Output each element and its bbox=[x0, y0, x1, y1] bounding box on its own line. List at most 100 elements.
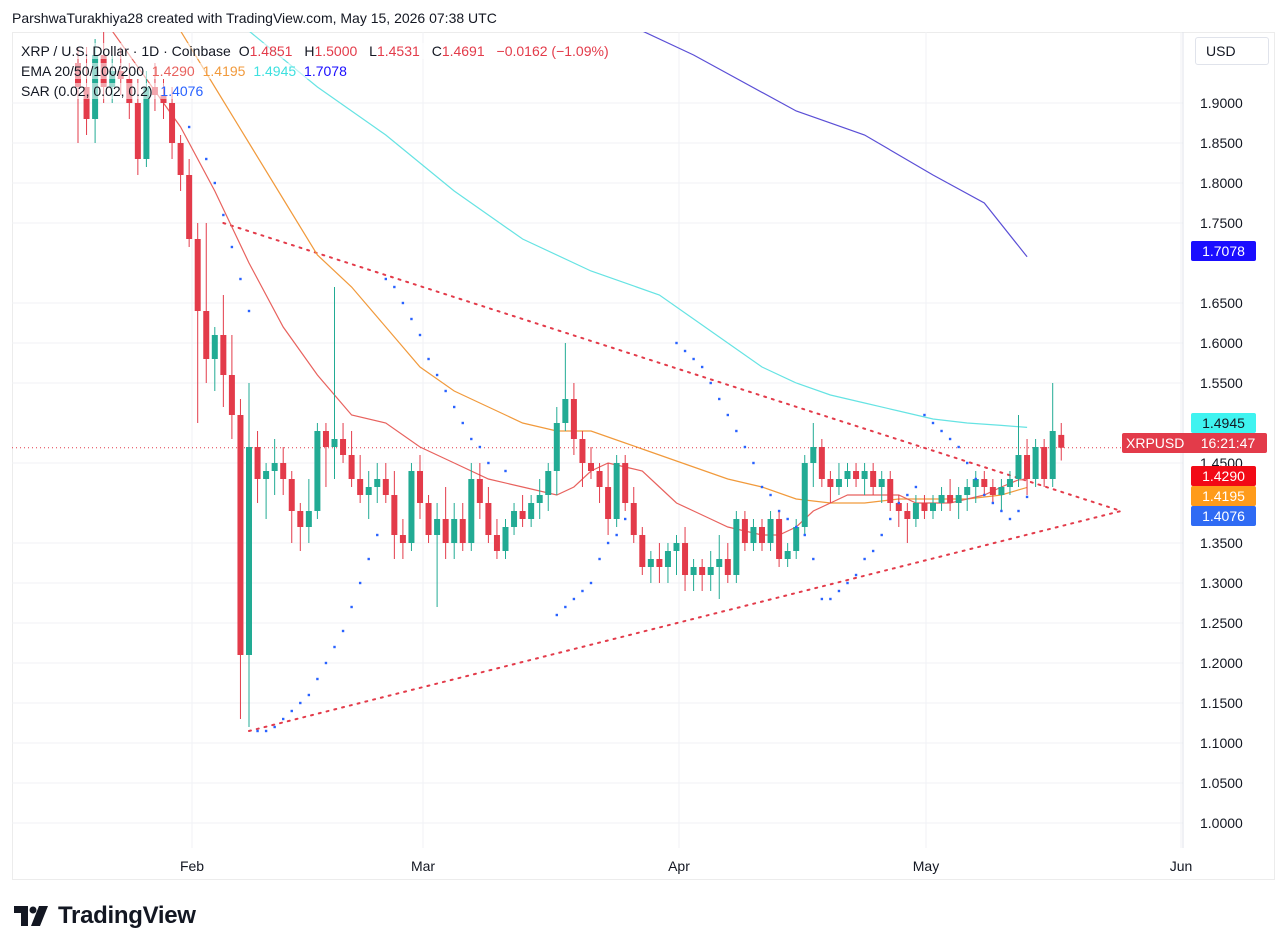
chart-frame[interactable] bbox=[12, 32, 1275, 880]
candle-body bbox=[228, 375, 235, 415]
candle-body bbox=[545, 471, 552, 495]
legend-high-value: 1.5000 bbox=[314, 43, 358, 59]
candle-body bbox=[1015, 455, 1022, 479]
tradingview-logo-text: TradingView bbox=[58, 902, 196, 929]
legend-sar-label[interactable]: SAR (0.02, 0.02, 0.2) bbox=[21, 83, 153, 99]
candle-body bbox=[784, 551, 791, 559]
candle-body bbox=[895, 503, 902, 511]
sar-dot bbox=[743, 445, 747, 449]
candle-body bbox=[656, 559, 663, 567]
sar-dot bbox=[871, 549, 875, 553]
candle-body bbox=[605, 487, 612, 519]
candle-body bbox=[536, 495, 543, 503]
sar-dot bbox=[273, 725, 276, 729]
legend-ema-label[interactable]: EMA 20/50/100/200 bbox=[21, 63, 144, 79]
legend-high-label: H bbox=[304, 43, 315, 59]
sar-dot bbox=[795, 525, 798, 529]
candle-body bbox=[194, 239, 201, 311]
sar-dot bbox=[692, 357, 695, 361]
candle-body bbox=[357, 479, 364, 495]
legend-ema[interactable]: EMA 20/50/100/200 1.4290 1.4195 1.4945 1… bbox=[21, 63, 351, 79]
candle-body bbox=[177, 143, 184, 175]
sar-dot bbox=[367, 557, 370, 561]
candle-body bbox=[169, 103, 176, 143]
candle-body bbox=[964, 487, 971, 495]
candle-body bbox=[1041, 447, 1048, 479]
sar-dot bbox=[376, 533, 379, 537]
candle-body bbox=[519, 511, 526, 519]
legend-close-label: C bbox=[431, 43, 442, 59]
sar-dot bbox=[564, 605, 567, 609]
sar-dot bbox=[829, 597, 832, 601]
sar-dot bbox=[957, 445, 960, 449]
symbol-tag-label: XRPUSD bbox=[1126, 435, 1185, 451]
sar-dot bbox=[812, 557, 815, 561]
sar-dot bbox=[940, 429, 943, 433]
candle-body bbox=[596, 471, 603, 487]
sar-dot bbox=[222, 213, 225, 217]
candle-body bbox=[562, 399, 569, 423]
y-tick-label: 1.8000 bbox=[1200, 175, 1243, 191]
sar-dot bbox=[700, 365, 704, 369]
candle-body bbox=[759, 527, 765, 543]
candle-body bbox=[630, 503, 637, 535]
sar-dot bbox=[324, 661, 328, 665]
sar-dot bbox=[256, 729, 259, 733]
candle-body bbox=[664, 551, 671, 567]
candle-body bbox=[981, 479, 988, 487]
legend-open-value: 1.4851 bbox=[249, 43, 293, 59]
candle-body bbox=[673, 543, 680, 551]
candle-body bbox=[938, 495, 945, 503]
sar-dot bbox=[718, 397, 721, 401]
legend-ema50-value: 1.4195 bbox=[202, 63, 246, 79]
sar-dot bbox=[444, 389, 447, 393]
sar-dot bbox=[299, 701, 302, 705]
candle-body bbox=[622, 463, 629, 503]
sar-dot bbox=[358, 581, 362, 585]
ema200-line bbox=[643, 32, 1028, 258]
plot-area[interactable] bbox=[12, 0, 1183, 733]
x-tick-label: Feb bbox=[180, 858, 204, 874]
legend-symbol[interactable]: XRP / U.S. Dollar · 1D · Coinbase bbox=[21, 43, 231, 59]
legend-ohlc[interactable]: XRP / U.S. Dollar · 1D · Coinbase O1.485… bbox=[21, 43, 617, 59]
candle-body bbox=[109, 71, 116, 87]
x-tick-label: Jun bbox=[1170, 858, 1193, 874]
legend-sar[interactable]: SAR (0.02, 0.02, 0.2) 1.4076 bbox=[21, 83, 208, 99]
sar-dot bbox=[735, 429, 738, 433]
candle-body bbox=[904, 511, 911, 519]
candle-body bbox=[707, 567, 714, 575]
candle-body bbox=[322, 431, 329, 447]
sar-dot bbox=[1017, 509, 1020, 513]
sar-dot bbox=[333, 645, 336, 649]
candle-body bbox=[989, 487, 996, 495]
chart-credit: ParshwaTurakhiya28 created with TradingV… bbox=[12, 10, 497, 26]
sar-dot bbox=[555, 613, 558, 617]
candle-body bbox=[254, 447, 261, 479]
sar-dot bbox=[863, 557, 866, 561]
candle-body bbox=[955, 495, 962, 503]
tradingview-logo-icon bbox=[14, 906, 48, 926]
y-tick-label: 1.2000 bbox=[1200, 655, 1243, 671]
candle-body bbox=[733, 519, 740, 575]
tradingview-logo[interactable]: TradingView bbox=[14, 902, 196, 930]
sar-dot bbox=[589, 581, 593, 585]
candle-body bbox=[1006, 479, 1013, 487]
sar-dot bbox=[897, 501, 900, 505]
sar-dot bbox=[906, 493, 909, 497]
candle-body bbox=[887, 479, 894, 503]
candle-body bbox=[442, 519, 449, 543]
y-tick-label: 1.0500 bbox=[1200, 775, 1243, 791]
sar-dot bbox=[769, 493, 772, 497]
candle-body bbox=[776, 519, 783, 559]
sar-price-tag: 1.4076 bbox=[1191, 506, 1256, 526]
candle-body bbox=[340, 439, 347, 455]
candle-body bbox=[878, 479, 885, 487]
currency-selector[interactable]: USD bbox=[1195, 37, 1269, 65]
candle-body bbox=[374, 479, 381, 487]
trendline bbox=[248, 510, 1123, 732]
last-price-tag: XRPUSD 16:21:47 bbox=[1122, 433, 1267, 453]
y-tick-label: 1.3000 bbox=[1200, 575, 1243, 591]
candle-body bbox=[1049, 431, 1056, 479]
sar-dot bbox=[264, 729, 268, 733]
